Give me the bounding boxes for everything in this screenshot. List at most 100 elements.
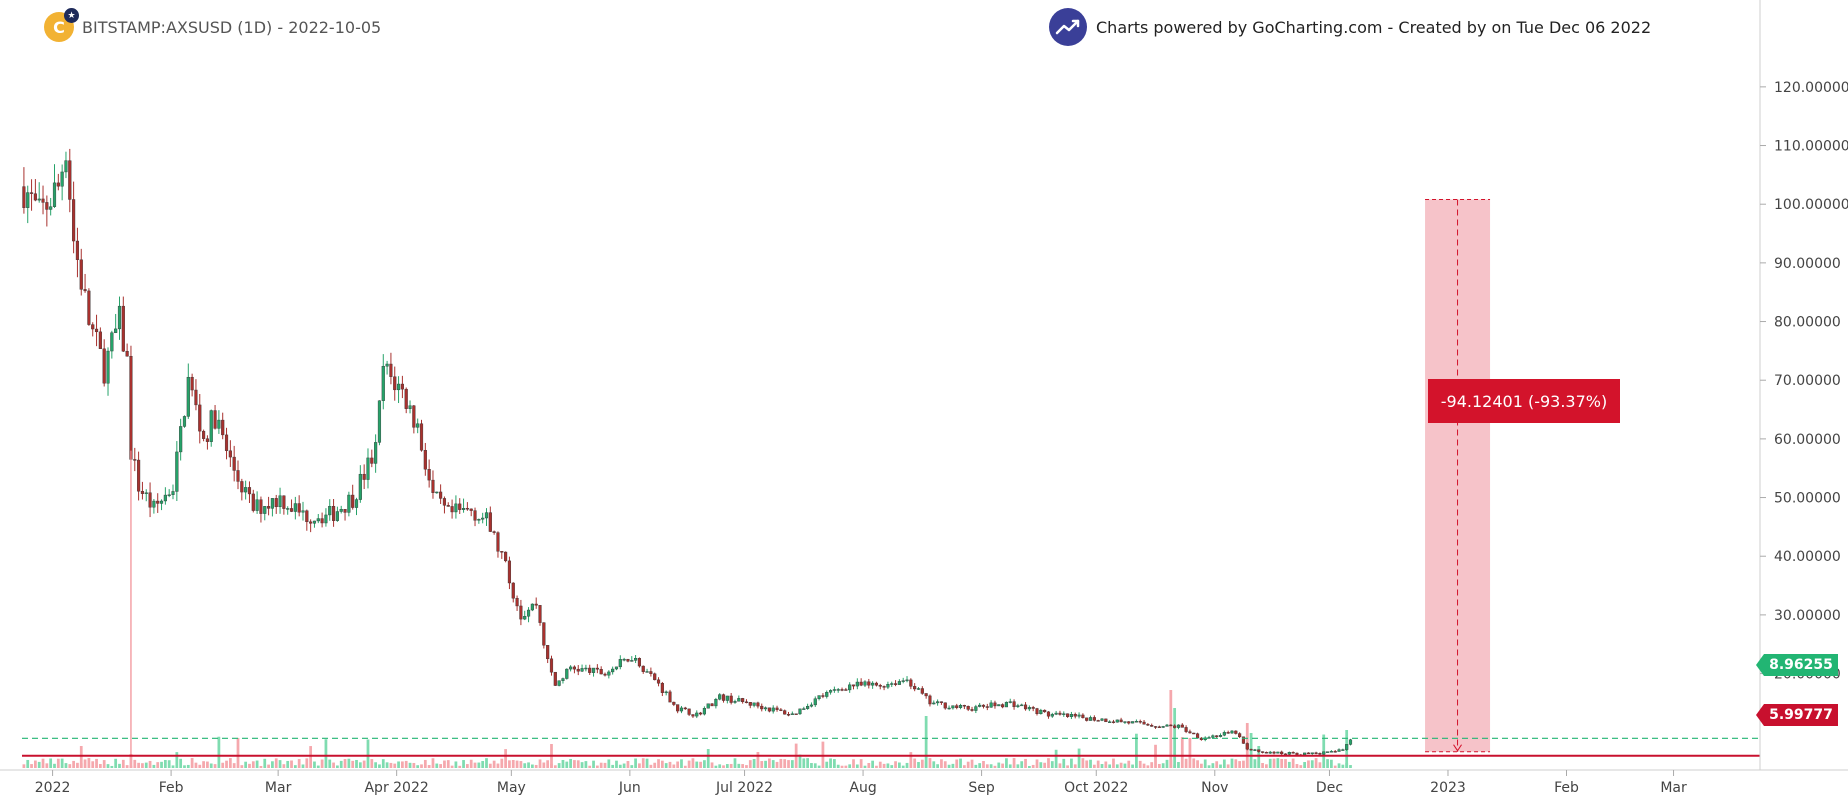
- candle-body: [798, 708, 802, 715]
- candle-body: [783, 710, 787, 715]
- candle-body: [897, 681, 901, 685]
- candle-body: [339, 509, 343, 512]
- candle-body: [985, 706, 989, 708]
- volume-bar: [790, 760, 794, 768]
- candle-body: [771, 707, 775, 712]
- candle-body: [408, 405, 412, 409]
- candle-body: [603, 673, 607, 676]
- volume-bar: [458, 765, 462, 768]
- volume-bar: [1219, 764, 1222, 768]
- candle-body: [1108, 721, 1112, 723]
- volume-bar: [320, 759, 324, 768]
- candle-body: [584, 667, 588, 670]
- volume-bar: [844, 765, 848, 768]
- candle-body: [29, 192, 34, 194]
- volume-bar: [332, 762, 335, 768]
- candlesticks: [22, 148, 1353, 756]
- volume-bar: [102, 760, 106, 768]
- volume-bar: [1165, 759, 1169, 768]
- volume-bar: [1211, 763, 1215, 768]
- candle-body: [626, 658, 630, 662]
- candle-body: [966, 705, 970, 710]
- volume-bar: [898, 762, 901, 768]
- star-badge-icon: ★: [64, 8, 79, 23]
- x-tick-label: Jun: [618, 780, 641, 796]
- candle-body: [247, 487, 252, 495]
- candle-body: [1153, 726, 1158, 728]
- candle-body: [316, 518, 320, 522]
- x-tick-label: May: [497, 780, 526, 796]
- candle-body: [580, 668, 584, 672]
- volume-bar: [431, 758, 435, 768]
- volume-bar: [1341, 764, 1345, 768]
- candle-body: [752, 702, 756, 706]
- volume-bar: [1207, 765, 1211, 768]
- volume-bar: [274, 758, 278, 768]
- candle-body: [951, 705, 955, 709]
- candle-body: [962, 705, 966, 707]
- volume-bar: [477, 762, 481, 768]
- volume-bar: [989, 764, 993, 768]
- volume-bar: [882, 763, 886, 768]
- candle-body: [461, 508, 466, 510]
- volume-bar: [542, 762, 546, 768]
- volume-bar: [267, 764, 270, 768]
- credit-banner[interactable]: Charts powered by GoCharting.com - Creat…: [1049, 8, 1651, 46]
- candle-body: [137, 459, 141, 492]
- candle-body: [1146, 724, 1150, 726]
- volume-bar: [186, 764, 190, 768]
- volume-bar: [993, 765, 997, 768]
- volume-bar: [699, 761, 702, 768]
- candle-body: [224, 434, 229, 451]
- volume-bar: [225, 760, 228, 768]
- candle-body: [1180, 724, 1184, 728]
- candle-body: [396, 383, 401, 391]
- volume-bar: [1027, 765, 1031, 768]
- volume-bar: [959, 758, 962, 768]
- candle-body: [1039, 709, 1043, 715]
- candle-body: [1016, 705, 1020, 708]
- candle-body: [706, 703, 710, 709]
- volume-bar: [810, 763, 813, 768]
- symbol-header: C ★ BITSTAMP:AXSUSD (1D) - 2022-10-05: [44, 8, 381, 42]
- volume-bar: [1276, 758, 1280, 768]
- volume-bar: [1230, 758, 1234, 768]
- candle-body: [64, 160, 68, 173]
- candle-body: [49, 206, 53, 210]
- y-tick-label: 70.00000: [1774, 373, 1841, 389]
- candle-body: [1184, 727, 1188, 732]
- volume-bar: [725, 764, 729, 768]
- candle-body: [251, 493, 255, 511]
- volume-bar: [435, 763, 439, 768]
- candle-body: [809, 704, 814, 707]
- volume-bar: [622, 763, 626, 768]
- candle-body: [538, 605, 542, 623]
- candle-body: [1077, 714, 1081, 717]
- volume-bar: [1043, 762, 1047, 768]
- candle-body: [484, 512, 489, 519]
- candle-body: [591, 667, 596, 673]
- candle-body: [569, 666, 573, 670]
- candle-body: [435, 491, 439, 494]
- volume-bar: [385, 762, 389, 768]
- volume-bar: [680, 759, 683, 768]
- candle-body: [1218, 735, 1223, 737]
- volume-bar: [645, 758, 649, 768]
- candle-body: [1027, 707, 1031, 710]
- volume-bar: [695, 761, 699, 768]
- volume-bar: [928, 758, 932, 768]
- candle-body: [1283, 753, 1288, 756]
- volume-bar: [30, 764, 33, 768]
- measure-tool[interactable]: [1425, 199, 1491, 753]
- volume-bar: [427, 765, 431, 768]
- candle-body: [848, 684, 852, 691]
- candle-body: [87, 290, 91, 325]
- volume-bar: [886, 763, 890, 768]
- candle-body: [481, 517, 485, 520]
- volume-bar: [519, 761, 523, 768]
- volume-bar: [561, 759, 565, 768]
- volume-bar: [45, 763, 49, 768]
- candle-body: [748, 702, 752, 706]
- candle-body: [599, 669, 603, 675]
